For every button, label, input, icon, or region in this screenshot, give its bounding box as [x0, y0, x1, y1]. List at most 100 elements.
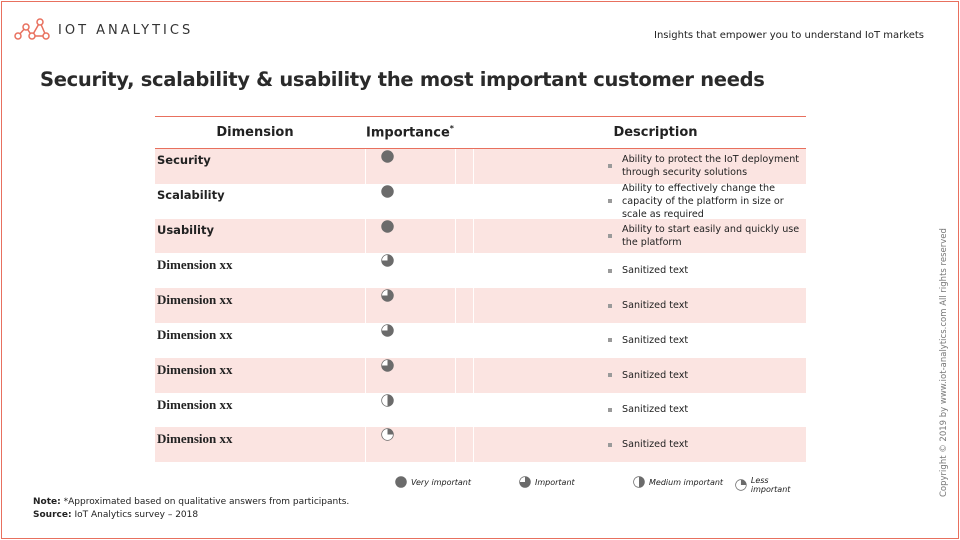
note-line: Note: *Approximated based on qualitative… — [33, 496, 349, 509]
dimension-cell: Dimension xx — [157, 431, 233, 447]
table-row: Dimension xx Sanitized text — [155, 392, 806, 428]
dimension-cell: Dimension xx — [157, 257, 233, 273]
bullet-square-icon — [608, 164, 612, 169]
importance-header-label: Importance — [366, 125, 450, 141]
table-row: Usability Ability to start easily and qui… — [155, 218, 806, 254]
legend-item: Very important — [395, 476, 471, 488]
importance-cell — [355, 427, 465, 462]
source-line: Source: IoT Analytics survey – 2018 — [33, 509, 349, 522]
table-row: Dimension xx Sanitized text — [155, 357, 806, 393]
harvey-ball-three-quarter-icon — [381, 359, 394, 372]
column-divider — [473, 322, 474, 358]
importance-cell — [355, 253, 465, 288]
note-label: Note: — [33, 497, 61, 507]
harvey-ball-full-icon — [381, 150, 394, 163]
column-divider — [455, 218, 456, 254]
importance-cell — [355, 323, 465, 358]
description-cell: Sanitized text — [475, 358, 806, 393]
column-divider — [365, 218, 366, 254]
bullet-square-icon — [608, 233, 612, 238]
bullet-square-icon — [608, 407, 612, 412]
bullet-square-icon — [608, 199, 612, 204]
legend-label: Medium important — [649, 477, 724, 487]
source-text: IoT Analytics survey – 2018 — [74, 510, 199, 520]
column-divider — [365, 357, 366, 393]
harvey-ball-full-icon — [395, 476, 407, 488]
harvey-ball-half-icon — [633, 476, 645, 488]
description-text: Sanitized text — [622, 369, 689, 381]
description-cell: Ability to effectively change the capaci… — [475, 182, 806, 220]
bullet-square-icon — [608, 268, 612, 273]
description-text: Ability to effectively change the capaci… — [622, 182, 784, 220]
dimension-cell: Scalability — [157, 187, 225, 202]
description-text: Sanitized text — [622, 439, 689, 451]
harvey-ball-three-quarter-icon — [381, 254, 394, 268]
harvey-ball-three-quarter-icon — [381, 289, 394, 302]
dimension-cell: Dimension xx — [157, 292, 233, 308]
harvey-ball-three-quarter-icon — [381, 324, 394, 337]
tagline: Insights that empower you to understand … — [654, 30, 924, 41]
column-divider — [473, 218, 474, 254]
harvey-ball-quarter-icon — [381, 428, 394, 442]
description-text: Sanitized text — [622, 265, 689, 277]
network-logo-icon — [14, 18, 50, 40]
brand-logo: IOT ANALYTICS — [14, 16, 193, 44]
dimension-cell: Dimension xx — [157, 396, 233, 412]
table-body: Security Ability to protect the IoT deplo… — [155, 149, 806, 463]
table-row: Scalability Ability to effectively change… — [155, 182, 806, 220]
table-row: Security Ability to protect the IoT deplo… — [155, 149, 806, 184]
table-row: Dimension xx Sanitized text — [155, 288, 806, 323]
column-divider — [455, 357, 456, 393]
harvey-ball-full-icon — [381, 219, 394, 233]
legend-item: Less important — [735, 476, 810, 494]
dimension-cell: Security — [157, 153, 211, 167]
page-title: Security, scalability & usability the mo… — [40, 68, 765, 91]
column-divider — [365, 149, 366, 184]
needs-table: Dimension Importance* Description Securi… — [155, 116, 806, 463]
description-cell: Sanitized text — [475, 427, 806, 462]
legend-label: Important — [535, 477, 575, 487]
harvey-ball-three-quarter-icon — [519, 476, 531, 488]
column-divider — [473, 427, 474, 463]
column-divider — [455, 253, 456, 289]
column-divider — [455, 183, 456, 219]
importance-cell — [355, 393, 465, 428]
description-cell: Sanitized text — [475, 393, 806, 428]
column-divider — [473, 357, 474, 393]
column-divider — [365, 253, 366, 289]
dimension-cell: Dimension xx — [157, 326, 233, 342]
description-cell: Sanitized text — [475, 323, 806, 358]
column-divider — [365, 183, 366, 219]
importance-cell — [355, 219, 465, 254]
table-row: Dimension xx Sanitized text — [155, 253, 806, 289]
column-divider — [473, 183, 474, 219]
legend-item: Medium important — [633, 476, 723, 488]
column-divider — [365, 427, 366, 463]
bullet-square-icon — [608, 338, 612, 343]
column-divider — [365, 288, 366, 323]
harvey-ball-half-icon — [381, 393, 394, 407]
brand-name: IOT ANALYTICS — [58, 22, 194, 38]
bullet-square-icon — [608, 442, 612, 447]
column-divider — [365, 322, 366, 358]
description-cell: Sanitized text — [475, 253, 806, 288]
description-text: Sanitized text — [622, 404, 689, 416]
column-divider — [455, 392, 456, 428]
source-label: Source: — [33, 510, 72, 520]
column-divider — [455, 322, 456, 358]
harvey-ball-full-icon — [381, 185, 394, 198]
importance-cell — [355, 184, 465, 219]
column-divider — [473, 253, 474, 289]
copyright-notice: Copyright © 2019 by www.iot-analytics.co… — [939, 228, 949, 497]
column-divider — [455, 288, 456, 323]
dimension-cell: Dimension xx — [157, 361, 233, 377]
importance-cell — [355, 149, 465, 184]
table-row: Dimension xx Sanitized text — [155, 322, 806, 358]
description-cell: Ability to protect the IoT deployment th… — [475, 149, 806, 184]
column-divider — [455, 427, 456, 463]
importance-legend: Very important Important Medium important L… — [395, 476, 810, 494]
description-text: Sanitized text — [622, 300, 689, 312]
legend-item: Important — [519, 476, 575, 488]
column-divider — [473, 149, 474, 184]
